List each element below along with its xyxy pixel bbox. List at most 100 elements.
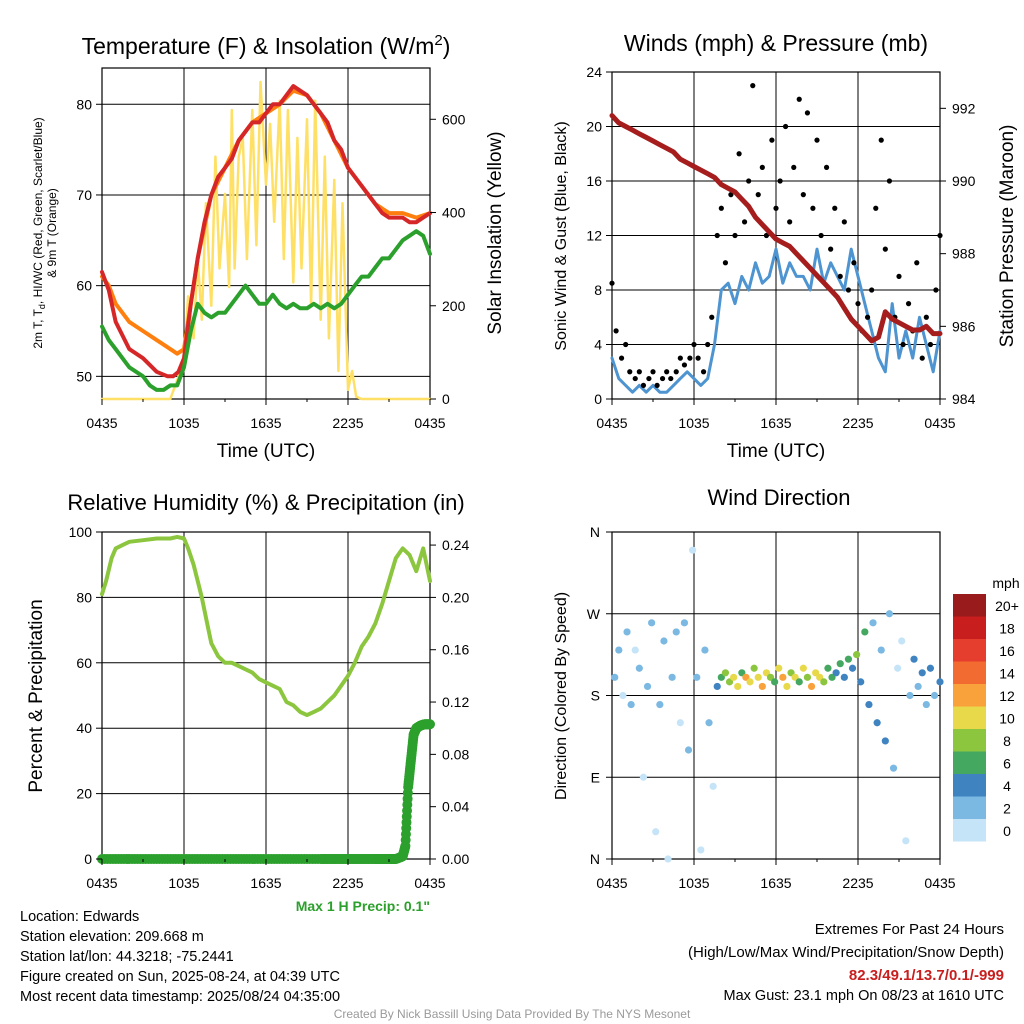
dir-x-tick-label: 0435 [924,875,955,891]
temp-x-tick-label: 0435 [86,415,117,431]
rh-y2-tick-label: 0.12 [442,694,469,710]
wind-y-tick-label: 20 [586,119,602,135]
dir-point [857,678,865,686]
dir-point [656,700,664,709]
rh-y-tick-label: 0 [84,851,92,867]
dir-point [832,669,840,677]
wind-gust-point [609,280,615,286]
extremes-values: 82.3/49.1/13.7/0.1/-999 [848,967,1004,984]
dir-point [684,746,693,754]
temp-x-tick-label: 0435 [414,415,445,431]
temp-y-tick-label: 60 [76,278,92,294]
wind-gust-point [823,164,830,170]
legend-swatch [953,639,986,662]
wind-y-tick-label: 0 [594,391,602,407]
dir-point [734,682,742,691]
figure-created: Figure created on Sun, 2025-08-24, at 04… [20,969,340,985]
temp-x-tick-label: 2235 [332,415,363,431]
wind-gust-point [664,369,670,375]
dir-y-axis-label: Direction (Colored By Speed) [553,592,570,800]
rh-y-tick-label: 80 [76,589,92,605]
legend-label: 8 [1003,733,1011,749]
wind-x-tick-label: 1035 [678,415,709,431]
wind-y2-axis-label: Station Pressure (Maroon) [997,125,1018,348]
dir-point [693,673,701,681]
wind-gust-point [855,301,861,307]
rh-x-tick-label: 1035 [168,875,199,891]
dir-point [844,655,853,663]
dir-point [758,682,766,691]
dir-point [853,651,861,659]
dir-x-tick-label: 2235 [842,875,873,891]
wind-gust-point [933,287,939,293]
wind-y-tick-label: 24 [586,64,602,80]
temp-x-axis-label: Time (UTC) [217,441,316,462]
dir-point [775,664,783,672]
rh-y2-tick-label: 0.24 [442,537,469,553]
temp-title: Temperature (F) & Insolation (W/m2) [82,32,451,59]
dir-x-tick-label: 0435 [596,875,627,891]
dir-point [803,673,812,681]
wind-gust-point [905,301,912,307]
wind-y-tick-label: 8 [594,282,602,298]
wind-y-axis-label: Sonic Wind & Gust (Blue, Black) [553,121,570,350]
rh-x-tick-label: 0435 [414,875,445,891]
wind-gust-point [695,355,701,361]
dir-point [918,669,926,677]
legend-swatch [953,661,986,684]
wind-gust-point [864,314,871,320]
dir-point [639,773,648,781]
legend-swatch [953,706,986,729]
dir-point [824,664,832,672]
precip-point [425,719,435,730]
wind-gust-point [927,341,934,348]
pressure-line [609,113,943,344]
rh-y-tick-label: 100 [69,524,93,540]
legend-swatch [953,796,986,819]
rh-y2-tick-label: 0.20 [442,589,469,605]
dir-point [664,855,672,863]
wind-y2-tick-label: 992 [952,100,976,116]
rh-y-tick-label: 40 [76,720,92,736]
wind-gust-point [814,137,820,143]
legend-label: 2 [1003,801,1011,817]
wind-gust-point [828,246,834,252]
dir-point [898,637,906,645]
rh-y2-tick-label: 0.16 [442,642,469,658]
extremes-subtitle: (High/Low/Max Wind/Precipitation/Snow De… [688,944,1004,961]
wind-gust-point [845,287,852,293]
dir-point [799,664,807,672]
wind-gust-point [705,341,711,348]
dir-point [619,691,627,700]
wind-gust-point [627,369,633,375]
dir-point [877,646,885,654]
wind-gust-point [718,205,724,211]
wind-gust-point [832,205,838,211]
dir-point [914,682,922,691]
dir-point [672,628,680,636]
wind-gust-point [741,219,748,225]
wind-gust-point [796,96,802,102]
dir-point [869,619,877,627]
temp-y-axis-label-line2: & 9m T (Orange) [45,188,59,278]
wind-gust-point [700,369,707,375]
legend-label: 6 [1003,756,1011,772]
dir-y-tick-label: E [591,769,600,785]
temp-y2-axis-label: Solar Insolation (Yellow) [485,131,506,334]
wind-gust-point [746,178,752,184]
legend-swatch [953,729,986,752]
dir-y-tick-label: W [587,606,601,622]
wind-gust-point [728,192,734,198]
legend-label: 14 [999,666,1015,682]
precip-annotation: Max 1 H Precip: 0.1" [296,898,430,914]
wind-gust-point [804,110,811,116]
dir-point [705,719,713,727]
wind-gust-point [818,232,824,239]
rh-y2-tick-label: 0.08 [442,746,469,762]
wind-x-tick-label: 1635 [760,415,791,431]
wind-gust-point [810,205,816,211]
dir-point [848,664,857,672]
dir-point [840,673,848,681]
dir-point [648,619,656,627]
dir-point [680,619,689,627]
